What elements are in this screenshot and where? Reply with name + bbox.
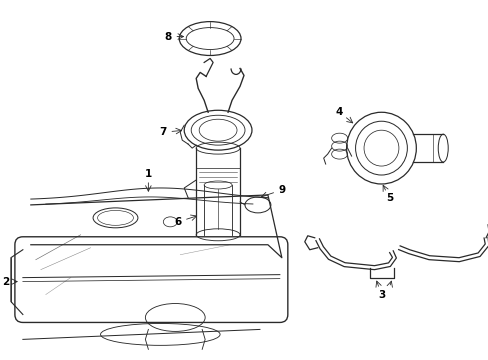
Text: 1: 1: [144, 169, 152, 179]
Text: 2: 2: [2, 276, 10, 287]
Text: 8: 8: [164, 32, 172, 41]
Text: 6: 6: [174, 217, 182, 227]
Text: 7: 7: [159, 127, 167, 137]
Text: 3: 3: [377, 289, 385, 300]
Text: 4: 4: [335, 107, 343, 117]
Text: 5: 5: [385, 193, 392, 203]
Text: 9: 9: [278, 185, 285, 195]
